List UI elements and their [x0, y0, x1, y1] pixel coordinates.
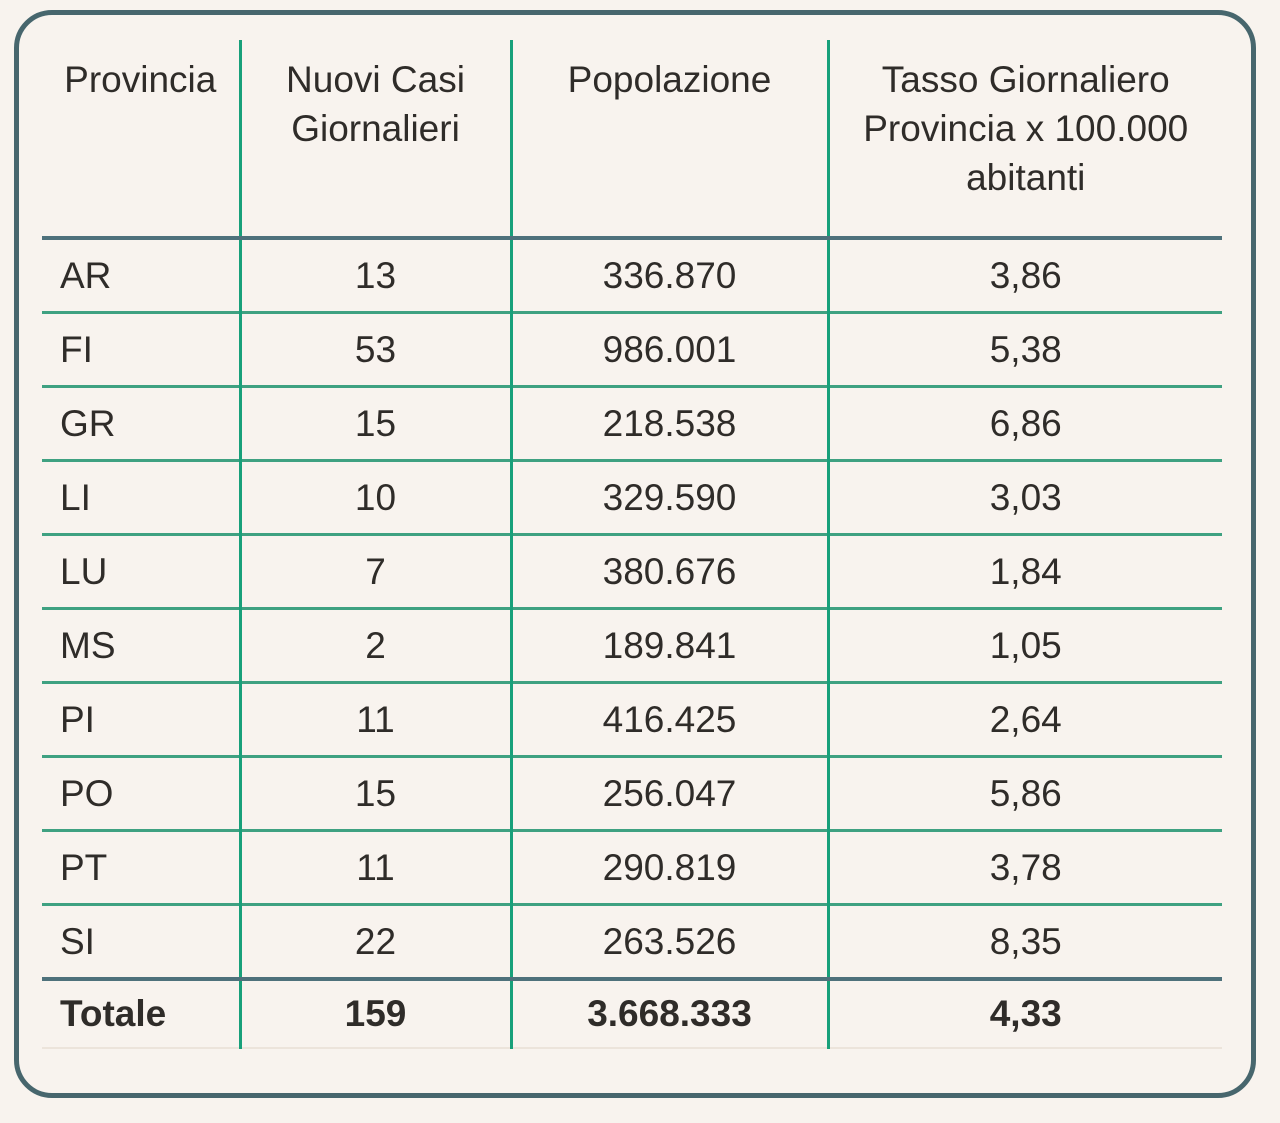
- cell-provincia: LU: [42, 533, 240, 609]
- cell-provincia: GR: [42, 385, 240, 461]
- cell-nuovi-casi-giornalieri: 11: [238, 681, 511, 757]
- cell-provincia: SI: [42, 903, 240, 979]
- total-nuovi-casi: 159: [238, 977, 511, 1049]
- cell-tasso-giornaliero: 5,38: [826, 311, 1222, 387]
- cell-tasso-giornaliero: 6,86: [826, 385, 1222, 461]
- total-tasso: 4,33: [826, 977, 1222, 1049]
- table-row: PO 15 256.047 5,86: [42, 755, 1222, 831]
- header-row: Provincia Nuovi Casi Giornalieri Popolaz…: [42, 40, 1222, 240]
- cell-popolazione: 189.841: [509, 607, 828, 683]
- table-row: FI 53 986.001 5,38: [42, 311, 1222, 387]
- cell-nuovi-casi-giornalieri: 53: [238, 311, 511, 387]
- cell-tasso-giornaliero: 3,03: [826, 459, 1222, 535]
- cell-tasso-giornaliero: 8,35: [826, 903, 1222, 979]
- table-body: AR 13 336.870 3,86 FI 53 986.001 5,38 GR…: [42, 238, 1222, 979]
- cell-nuovi-casi-giornalieri: 11: [238, 829, 511, 905]
- cell-provincia: FI: [42, 311, 240, 387]
- total-row: Totale 159 3.668.333 4,33: [42, 977, 1222, 1049]
- cell-nuovi-casi-giornalieri: 2: [238, 607, 511, 683]
- cell-tasso-giornaliero: 3,78: [826, 829, 1222, 905]
- cell-provincia: LI: [42, 459, 240, 535]
- table-row: LI 10 329.590 3,03: [42, 459, 1222, 535]
- table-row: PT 11 290.819 3,78: [42, 829, 1222, 905]
- cell-tasso-giornaliero: 2,64: [826, 681, 1222, 757]
- cell-nuovi-casi-giornalieri: 13: [238, 238, 511, 313]
- cell-nuovi-casi-giornalieri: 10: [238, 459, 511, 535]
- cell-nuovi-casi-giornalieri: 15: [238, 385, 511, 461]
- table-row: PI 11 416.425 2,64: [42, 681, 1222, 757]
- cell-popolazione: 336.870: [509, 238, 828, 313]
- cell-provincia: MS: [42, 607, 240, 683]
- column-header-tasso-giornaliero: Tasso Giornaliero Provincia x 100.000 ab…: [826, 40, 1222, 240]
- table-card: Provincia Nuovi Casi Giornalieri Popolaz…: [14, 10, 1256, 1098]
- cell-popolazione: 416.425: [509, 681, 828, 757]
- cell-provincia: PI: [42, 681, 240, 757]
- table-row: LU 7 380.676 1,84: [42, 533, 1222, 609]
- column-header-provincia: Provincia: [42, 40, 240, 240]
- cell-tasso-giornaliero: 5,86: [826, 755, 1222, 831]
- cell-popolazione: 263.526: [509, 903, 828, 979]
- cell-nuovi-casi-giornalieri: 22: [238, 903, 511, 979]
- cell-popolazione: 329.590: [509, 459, 828, 535]
- cell-popolazione: 256.047: [509, 755, 828, 831]
- total-label: Totale: [42, 977, 240, 1049]
- province-daily-rate-table: Provincia Nuovi Casi Giornalieri Popolaz…: [42, 40, 1222, 1049]
- column-header-popolazione: Popolazione: [509, 40, 828, 240]
- table-footer: Totale 159 3.668.333 4,33: [42, 977, 1222, 1049]
- column-header-nuovi-casi-giornalieri: Nuovi Casi Giornalieri: [238, 40, 511, 240]
- cell-provincia: PO: [42, 755, 240, 831]
- cell-popolazione: 218.538: [509, 385, 828, 461]
- cell-nuovi-casi-giornalieri: 15: [238, 755, 511, 831]
- cell-provincia: AR: [60, 254, 112, 296]
- cell-nuovi-casi-giornalieri: 7: [238, 533, 511, 609]
- cell-popolazione: 290.819: [509, 829, 828, 905]
- table-row: SI 22 263.526 8,35: [42, 903, 1222, 979]
- cell-tasso-giornaliero: 1,84: [826, 533, 1222, 609]
- table-header: Provincia Nuovi Casi Giornalieri Popolaz…: [42, 40, 1222, 240]
- table-row: GR 15 218.538 6,86: [42, 385, 1222, 461]
- total-popolazione: 3.668.333: [509, 977, 828, 1049]
- cell-popolazione: 986.001: [509, 311, 828, 387]
- cell-tasso-giornaliero: 3,86: [826, 238, 1222, 313]
- cell-tasso-giornaliero: 1,05: [826, 607, 1222, 683]
- table-row: AR 13 336.870 3,86: [42, 238, 1222, 313]
- table-row: MS 2 189.841 1,05: [42, 607, 1222, 683]
- cell-popolazione: 380.676: [509, 533, 828, 609]
- cell-provincia: PT: [42, 829, 240, 905]
